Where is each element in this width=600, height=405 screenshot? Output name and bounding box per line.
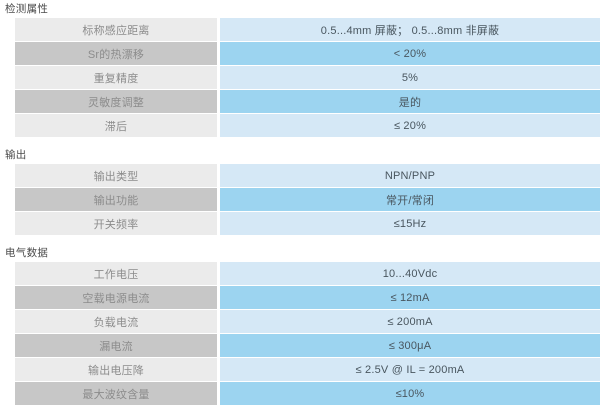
spec-value-cell: ≤ 2.5V @ IL = 200mA <box>220 358 600 381</box>
spec-label-cell: 灵敏度调整 <box>15 90 217 113</box>
table-row: 最大波纹含量 ≤10% <box>15 382 600 405</box>
spec-label-cell: Sr的热漂移 <box>15 42 217 65</box>
spec-value-cell: 5% <box>220 66 600 89</box>
spec-value-cell: ≤ 200mA <box>220 310 600 333</box>
table-row: 灵敏度调整 是的 <box>15 90 600 113</box>
spec-label-cell: 最大波纹含量 <box>15 382 217 405</box>
spec-value-cell: ≤ 20% <box>220 114 600 137</box>
section-rows: 工作电压 10...40Vdc 空载电源电流 ≤ 12mA 负载电流 ≤ 200… <box>15 262 600 405</box>
spec-label-cell: 开关频率 <box>15 212 217 235</box>
spec-label-cell: 工作电压 <box>15 262 217 285</box>
spec-section: 检测属性 标称感应距离 0.5...4mm 屏蔽； 0.5...8mm 非屏蔽 … <box>0 4 600 137</box>
spec-section: 输出 输出类型 NPN/PNP 输出功能 常开/常闭 开关频率 ≤15Hz <box>0 150 600 235</box>
table-row: 标称感应距离 0.5...4mm 屏蔽； 0.5...8mm 非屏蔽 <box>15 18 600 41</box>
section-title: 输出 <box>5 149 27 161</box>
table-row: 输出功能 常开/常闭 <box>15 188 600 211</box>
spec-value-cell: 10...40Vdc <box>220 262 600 285</box>
spec-value-cell: 常开/常闭 <box>220 188 600 211</box>
spec-value-cell: ≤10% <box>220 382 600 405</box>
spec-value-cell: ≤ 12mA <box>220 286 600 309</box>
spec-value-cell: 是的 <box>220 90 600 113</box>
spec-value-cell: NPN/PNP <box>220 164 600 187</box>
spec-label-cell: 空载电源电流 <box>15 286 217 309</box>
table-row: 负载电流 ≤ 200mA <box>15 310 600 333</box>
spec-value-cell: ≤15Hz <box>220 212 600 235</box>
table-row: Sr的热漂移 < 20% <box>15 42 600 65</box>
spec-label-cell: 滞后 <box>15 114 217 137</box>
spec-section: 电气数据 工作电压 10...40Vdc 空载电源电流 ≤ 12mA 负载电流 … <box>0 248 600 405</box>
spec-label-cell: 标称感应距离 <box>15 18 217 41</box>
spec-label-cell: 输出电压降 <box>15 358 217 381</box>
section-rows: 标称感应距离 0.5...4mm 屏蔽； 0.5...8mm 非屏蔽 Sr的热漂… <box>15 18 600 137</box>
table-row: 开关频率 ≤15Hz <box>15 212 600 235</box>
spec-label-cell: 输出类型 <box>15 164 217 187</box>
spec-label-cell: 输出功能 <box>15 188 217 211</box>
spec-value-cell: < 20% <box>220 42 600 65</box>
spec-label-cell: 漏电流 <box>15 334 217 357</box>
table-row: 漏电流 ≤ 300μA <box>15 334 600 357</box>
spec-label-cell: 重复精度 <box>15 66 217 89</box>
table-row: 输出电压降 ≤ 2.5V @ IL = 200mA <box>15 358 600 381</box>
spec-value-cell: ≤ 300μA <box>220 334 600 357</box>
section-rows: 输出类型 NPN/PNP 输出功能 常开/常闭 开关频率 ≤15Hz <box>15 164 600 235</box>
section-title: 检测属性 <box>5 3 49 15</box>
table-row: 空载电源电流 ≤ 12mA <box>15 286 600 309</box>
section-title: 电气数据 <box>5 247 49 259</box>
table-row: 重复精度 5% <box>15 66 600 89</box>
table-row: 工作电压 10...40Vdc <box>15 262 600 285</box>
spec-label-cell: 负载电流 <box>15 310 217 333</box>
spec-table-page: 检测属性 标称感应距离 0.5...4mm 屏蔽； 0.5...8mm 非屏蔽 … <box>0 4 600 405</box>
table-row: 滞后 ≤ 20% <box>15 114 600 137</box>
table-row: 输出类型 NPN/PNP <box>15 164 600 187</box>
spec-value-cell: 0.5...4mm 屏蔽； 0.5...8mm 非屏蔽 <box>220 18 600 41</box>
